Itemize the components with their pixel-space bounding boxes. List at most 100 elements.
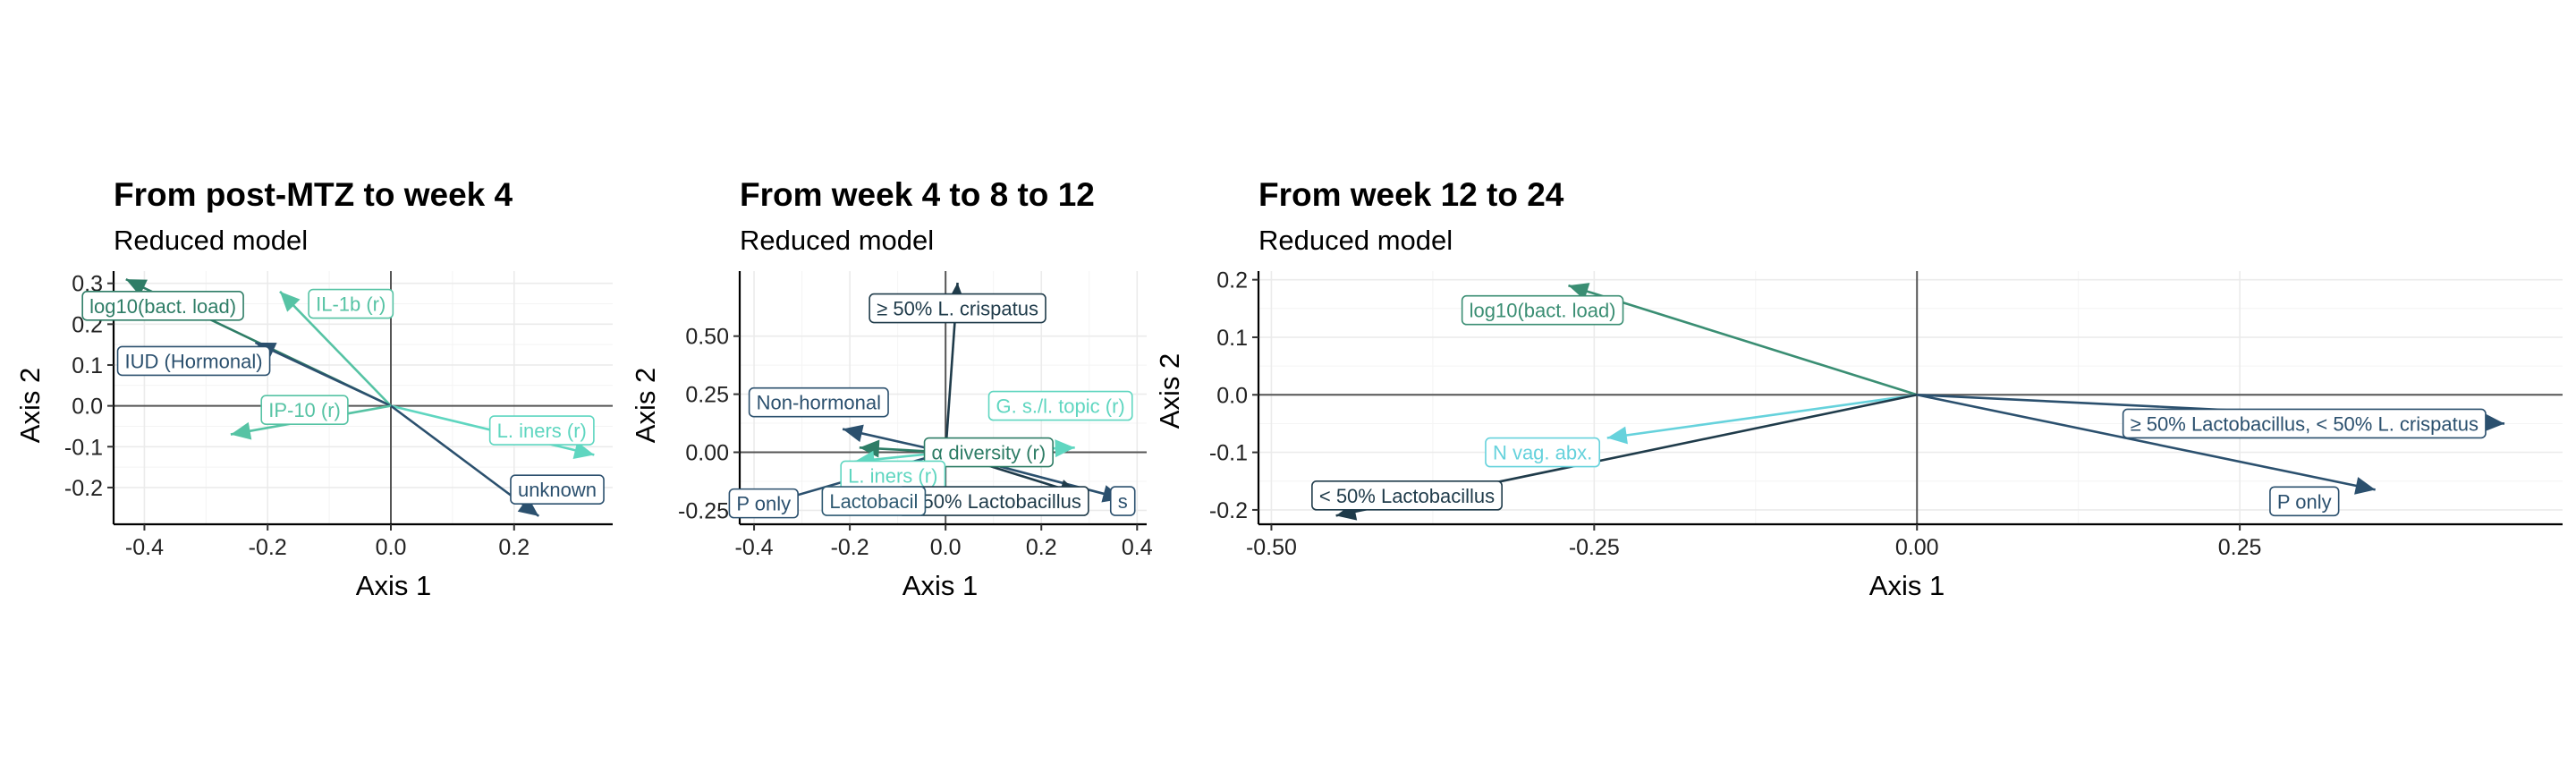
panel-2-y-tick-label: 0.25 (685, 383, 729, 408)
panel-3-y-tick-label: 0.1 (1216, 326, 1248, 351)
panel-2-label-50-lactobacillus: < 50% Lactobacillus (897, 486, 1089, 516)
panel-2-x-tick-label: 0.2 (1026, 535, 1057, 560)
panel-1-label-box (488, 415, 595, 446)
panel-1-plot-area: -0.4 -0.2 0.0 0.2-0.2-0.10.00.10.20.3log10(… (64, 271, 613, 560)
panel-1-label-unknown: unknown (510, 474, 605, 505)
panel-2-x-tick-label: -0.4 (735, 535, 774, 560)
panel-3-subtitle: Reduced model (1258, 225, 1453, 256)
panel-1-x-tick-label: -0.4 (125, 535, 164, 560)
panel-1-y-tick-label: -0.1 (64, 435, 103, 460)
panel-3-y-tick-label: 0.0 (1216, 383, 1248, 408)
panel-2-subtitle: Reduced model (740, 225, 934, 256)
panel-2-label-s: s (1109, 486, 1136, 516)
panel-2-title: From week 4 to 8 to 12 (740, 176, 1095, 213)
panel-2-ylabel: Axis 2 (630, 368, 661, 443)
panel-2-x-tick-label: -0.2 (831, 535, 869, 560)
panel-2-label-text: G. s./l. topic (r) (996, 395, 1125, 418)
panel-3-y-tick-label: 0.2 (1216, 268, 1248, 293)
panel-3-label-n-vag-abx: N vag. abx. (1485, 437, 1601, 468)
panel-3-label-log10-bact-load: log10(bact. load) (1461, 294, 1624, 326)
panel-1-arrowhead-ip-10-r (230, 421, 252, 440)
panel-1-label-box (116, 345, 271, 377)
panel-3-label-box (1485, 437, 1601, 468)
panel-2-plot-area: -0.4 -0.2 0.0 0.2 0.4-0.250.000.250.50≥ 50% … (678, 271, 1153, 560)
panel-2-x-tick-label: 0.0 (930, 535, 962, 560)
panel-1-label-text: L. iners (r) (497, 420, 587, 442)
panel-3-label-box (2122, 408, 2487, 439)
panel-1-y-tick-label: -0.2 (64, 476, 103, 501)
panel-1-ylabel: Axis 2 (14, 368, 46, 443)
panel-2-label-box (821, 486, 927, 516)
panel-3-arrowhead-50-lactobacillus-50-l-crispatus (2484, 413, 2505, 432)
panel-3-x-tick-label: -0.25 (1569, 535, 1620, 560)
panel-3-label-50-lactobacillus-50-l-crispatus: ≥ 50% Lactobacillus, < 50% L. crispatus (2122, 408, 2487, 439)
panel-2-x-tick-label: 0.4 (1122, 535, 1153, 560)
panel-3-x-tick-label: 0.00 (1895, 535, 1939, 560)
panel-3-arrow-log10-bact-load (1568, 284, 1918, 396)
panel-1-arrowhead-unknown (517, 497, 539, 516)
panel-2-label-text: Lactobacil (829, 490, 918, 513)
panel-3-x-tick-label: 0.25 (2218, 535, 2262, 560)
panel-3-label-50-lactobacillus: < 50% Lactobacillus (1311, 480, 1503, 511)
panel-3-arrowhead-n-vag-abx (1606, 426, 1628, 445)
panel-3-arrow-p-only (1916, 394, 2376, 491)
panel-3-ylabel: Axis 2 (1154, 353, 1185, 429)
panel-2-xlabel: Axis 1 (902, 570, 978, 601)
panel-3-label-text: log10(bact. load) (1470, 300, 1616, 322)
panel-2-label-text: L. iners (r) (848, 464, 937, 487)
panel-2-label-diversity-r: α diversity (r) (923, 437, 1054, 468)
panel-3-y-tick-label: -0.2 (1209, 498, 1248, 523)
panel-3-label-text: N vag. abx. (1493, 442, 1592, 464)
panel-2-label-l-iners-r: L. iners (r) (840, 460, 946, 491)
panel-2-label-box (923, 437, 1054, 468)
panel-1-label-il-1b-r: IL-1b (r) (308, 288, 394, 319)
panel-3-y-tick-label: -0.1 (1209, 441, 1248, 466)
panel-1-y-tick-label: 0.1 (72, 353, 103, 378)
panel-2-label-lactobacil: Lactobacil (821, 486, 927, 516)
panel-1-x-tick-label: 0.2 (498, 535, 530, 560)
panel-1-title: From post-MTZ to week 4 (114, 176, 513, 213)
panel-1-label-l-iners-r: L. iners (r) (488, 415, 595, 446)
panel-2-label-non-hormonal: Non-hormonal (748, 386, 889, 418)
panel-1-label-text: log10(bact. load) (89, 295, 236, 318)
panel-3-label-box (1311, 480, 1503, 511)
panel-1-label-ip-10-r: IP-10 (r) (260, 395, 349, 425)
panel-3-label-box (1461, 294, 1624, 326)
panel-1-label-box (308, 288, 394, 319)
panel-2-label-text: Non-hormonal (757, 392, 881, 414)
panel-3-x-tick-label: -0.50 (1246, 535, 1297, 560)
panel-3-arrowhead-p-only (2354, 477, 2376, 495)
panel-1-y-tick-label: 0.0 (72, 395, 103, 420)
panel-1-label-text: unknown (518, 479, 597, 501)
panel-2-arrowhead-diversity-r (859, 439, 880, 458)
panel-1-xlabel: Axis 1 (356, 570, 431, 601)
panel-1-arrowhead-l-iners-r (572, 441, 595, 459)
panel-1-label-text: IUD (Hormonal) (125, 350, 263, 372)
panel-2-label-box (728, 488, 799, 519)
panel-2-vector-labels: ≥ 50% L. crispatus Non-hormonal G. s./l. t… (728, 293, 1136, 519)
panel-2-label-text: s (1118, 490, 1128, 513)
panel-2-y-tick-label: 0.00 (685, 441, 729, 466)
panel-2-label-50-l-crispatus: ≥ 50% L. crispatus (869, 293, 1046, 324)
panel-2-label-text: α diversity (r) (932, 442, 1046, 464)
panel-1-label-iud-hormonal: IUD (Hormonal) (116, 345, 271, 377)
panel-1-arrow-iud-hormonal (254, 341, 392, 407)
panel-3-label-text: P only (2277, 490, 2332, 513)
panel-3-label-text: ≥ 50% Lactobacillus, < 50% L. crispatus (2131, 412, 2479, 435)
panel-2-label-text: < 50% Lactobacillus (906, 490, 1081, 513)
panel-week-12-to-24: From week 12 to 24 Reduced model Axis 1 … (1154, 176, 2563, 601)
panel-1-label-box (510, 474, 605, 505)
panel-2-label-box (869, 293, 1046, 324)
panel-2-label-box (748, 386, 889, 418)
panel-2-label-box (1109, 486, 1136, 516)
panel-3-label-text: < 50% Lactobacillus (1319, 485, 1495, 507)
panel-2-label-text: P only (736, 493, 791, 515)
panel-1-label-text: IL-1b (r) (316, 293, 386, 316)
panel-1-arrowhead-log10-bact-load (125, 279, 148, 296)
panel-3-title: From week 12 to 24 (1258, 176, 1564, 213)
panel-3-vector-labels: log10(bact. load) ≥ 50% Lactobacillus, < … (1311, 294, 2487, 517)
panel-1-label-text: IP-10 (r) (268, 399, 341, 421)
panel-3-arrow-n-vag-abx (1606, 393, 1918, 439)
panel-2-y-tick-label: 0.50 (685, 325, 729, 350)
